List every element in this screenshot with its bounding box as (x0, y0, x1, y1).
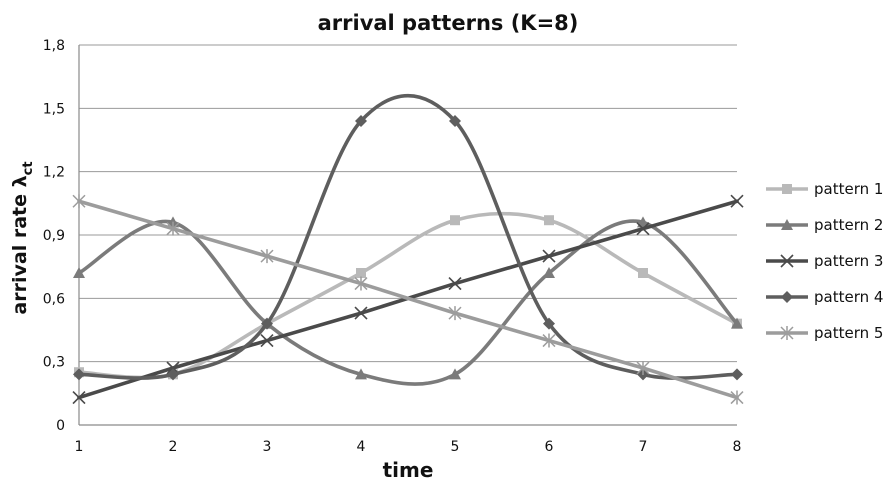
series-layer (72, 93, 744, 405)
legend-swatch-marker (780, 254, 794, 268)
data-point (636, 222, 650, 236)
legend-label: pattern 4 (814, 288, 883, 306)
y-tick-label: 1,8 (43, 38, 65, 54)
y-tick-label: 0,3 (43, 355, 65, 371)
y-axis-title-main: arrival rate λ (9, 175, 31, 314)
axes (78, 45, 737, 426)
data-point (166, 221, 180, 236)
data-point (72, 390, 86, 405)
data-point (731, 368, 743, 381)
legend-label: pattern 2 (814, 216, 883, 234)
x-tick-label: 7 (639, 439, 648, 455)
x-tick-label: 5 (451, 439, 460, 455)
data-point (167, 368, 179, 381)
data-point (450, 215, 460, 226)
legend-item: pattern 1 (766, 180, 883, 198)
legend-label: pattern 1 (814, 180, 883, 198)
legend-swatch-marker (781, 291, 793, 303)
series-line (77, 93, 739, 380)
y-tick-label: 0,6 (43, 291, 65, 307)
x-tick-label: 4 (357, 439, 366, 455)
series-line (77, 211, 739, 380)
x-tick-label: 2 (169, 439, 178, 455)
x-tick-label: 6 (545, 439, 554, 455)
x-tick-label: 3 (263, 439, 272, 455)
x-tick-label: 1 (75, 439, 84, 455)
data-point (260, 249, 274, 264)
y-tick-label: 0,9 (43, 228, 65, 244)
legend: pattern 1 pattern 2 pattern 3 pattern 4 patt… (766, 180, 883, 342)
data-point (448, 276, 462, 291)
data-point (730, 194, 744, 208)
chart-title: arrival patterns (K=8) (318, 11, 579, 35)
data-point (448, 306, 462, 321)
data-point (73, 368, 85, 381)
y-tick-label: 0 (56, 418, 65, 434)
data-point (543, 317, 555, 330)
tick-labels: 0 0,3 0,6 0,9 1,2 1,5 1,8 1 2 3 4 5 6 7 8 (43, 38, 742, 455)
data-point (544, 215, 554, 226)
gridlines (79, 44, 737, 363)
data-point (731, 317, 743, 329)
legend-item: pattern 3 (766, 252, 883, 270)
data-point (449, 368, 461, 380)
data-point (638, 268, 648, 278)
y-axis-title: arrival rate λct (9, 161, 36, 314)
legend-label: pattern 5 (814, 324, 883, 342)
data-point (260, 333, 274, 348)
legend-item: pattern 2 (766, 216, 883, 234)
legend-label: pattern 3 (814, 252, 883, 270)
y-tick-label: 1,5 (43, 101, 65, 117)
y-axis-title-subscript: ct (21, 161, 36, 175)
data-point (730, 390, 744, 405)
data-point (636, 361, 650, 375)
data-point (542, 333, 556, 348)
data-point (73, 267, 85, 278)
x-axis-title: time (383, 458, 434, 482)
data-point (261, 317, 273, 330)
legend-swatch-marker (780, 326, 794, 340)
legend-swatch-marker (781, 219, 793, 230)
data-point (355, 115, 367, 127)
legend-swatch-marker (782, 184, 792, 194)
data-point (543, 267, 555, 278)
series-line (77, 199, 739, 400)
series-5 (72, 194, 744, 405)
data-point (354, 276, 368, 291)
y-tick-label: 1,2 (43, 165, 65, 181)
series-4 (73, 93, 743, 381)
x-tick-label: 8 (733, 439, 742, 455)
legend-item: pattern 5 (766, 324, 883, 342)
legend-item: pattern 4 (766, 288, 883, 306)
data-point (72, 194, 86, 209)
data-point (449, 115, 461, 127)
data-point (356, 268, 366, 278)
data-point (354, 306, 368, 320)
data-point (355, 368, 367, 380)
data-point (542, 249, 556, 263)
